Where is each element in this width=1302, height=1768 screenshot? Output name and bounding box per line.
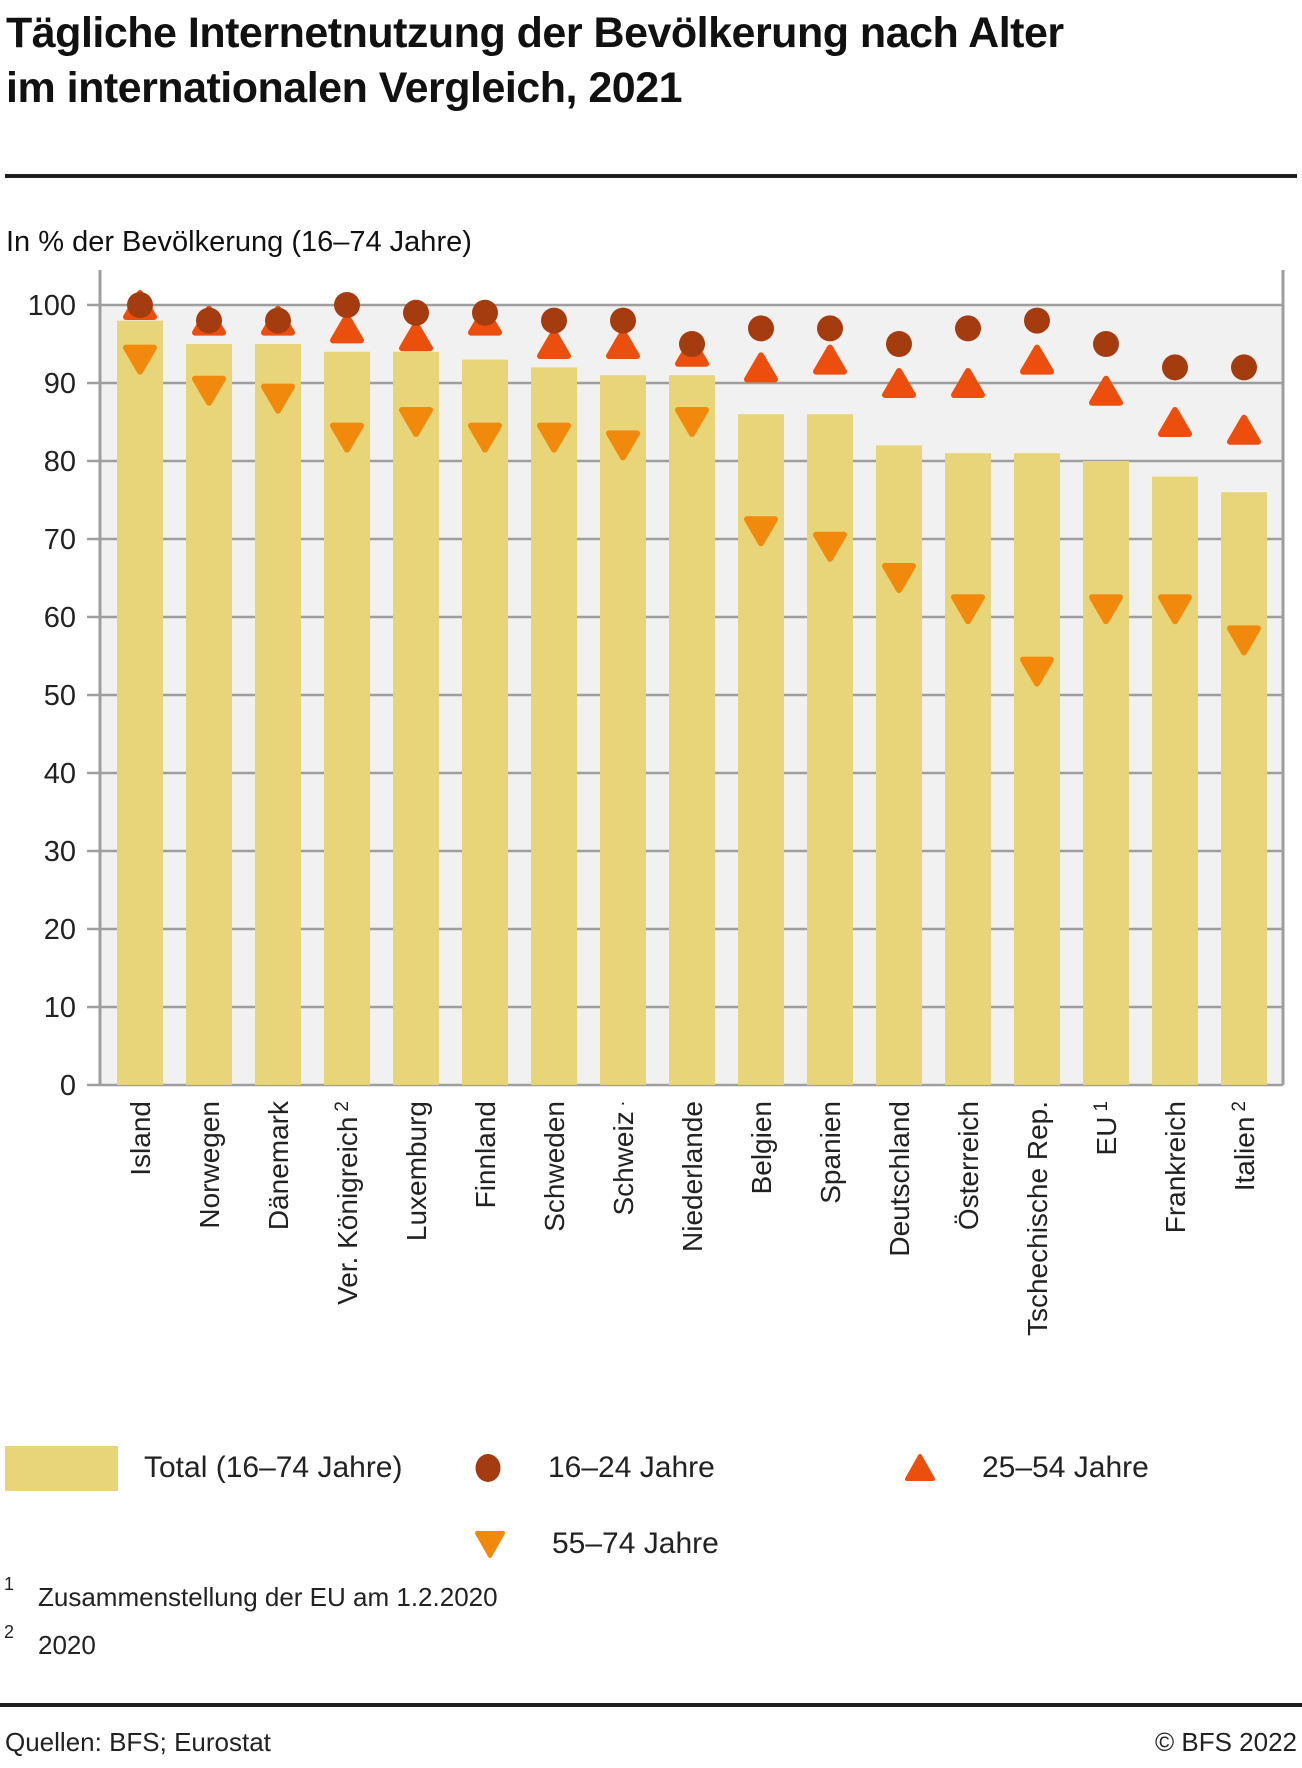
title-line-2: im internationalen Vergleich, 2021	[6, 64, 683, 113]
svg-text:Dänemark: Dänemark	[263, 1100, 294, 1230]
svg-text:100: 100	[28, 290, 76, 322]
svg-text:EU1: EU1	[1091, 1101, 1122, 1155]
title-line-1: Tägliche Internetnutzung der Bevölkerung…	[6, 9, 1064, 57]
svg-text:Island: Island	[125, 1101, 156, 1176]
svg-text:Ver. Königreich2: Ver. Königreich2	[332, 1101, 363, 1305]
svg-text:Deutschland: Deutschland	[884, 1101, 915, 1257]
svg-text:Norwegen: Norwegen	[194, 1101, 225, 1229]
svg-text:60: 60	[44, 602, 76, 634]
bar-chart: 0 10 20 30 40 50 60 70 80 90 100 Island Norwegen Däne…	[28, 270, 1285, 1336]
footnote-1-marker: 1	[4, 1574, 15, 1594]
svg-text:40: 40	[44, 758, 76, 790]
svg-text:10: 10	[44, 992, 76, 1024]
svg-text:30: 30	[44, 836, 76, 868]
svg-text:70: 70	[44, 524, 76, 556]
svg-text:Schweiz.: Schweiz.	[608, 1101, 639, 1216]
svg-text:Luxemburg: Luxemburg	[401, 1101, 432, 1241]
footnote-1-text: Zusammenstellung der EU am 1.2.2020	[38, 1582, 498, 1612]
legend-item-25-54: 25–54 Jahre	[904, 1443, 1149, 1493]
footnote-2-text: 2020	[38, 1630, 96, 1660]
legend-item-55-74: 55–74 Jahre	[474, 1519, 719, 1569]
footer-divider	[0, 1703, 1302, 1707]
source-text: Quellen: BFS; Eurostat	[5, 1727, 271, 1757]
svg-text:20: 20	[44, 914, 76, 946]
svg-text:50: 50	[44, 680, 76, 712]
svg-text:Schweden: Schweden	[539, 1101, 570, 1232]
svg-text:Niederlande: Niederlande	[677, 1101, 708, 1252]
svg-text:Spanien: Spanien	[815, 1101, 846, 1204]
svg-text:Finnland: Finnland	[470, 1101, 501, 1208]
svg-text:Frankreich: Frankreich	[1160, 1101, 1191, 1233]
svg-text:Österreich: Österreich	[953, 1101, 984, 1230]
footer: Quellen: BFS; Eurostat © BFS 2022	[5, 1727, 1297, 1758]
page-title: Tägliche Internetnutzung der Bevölkerung…	[6, 6, 1296, 116]
circle-marker-icon	[475, 1454, 501, 1482]
copyright-text: © BFS 2022	[1154, 1727, 1297, 1757]
svg-text:Tschechische Rep.: Tschechische Rep.	[1022, 1101, 1053, 1336]
title-divider	[5, 174, 1297, 178]
svg-text:Belgien: Belgien	[746, 1101, 777, 1194]
legend-label-total: Total (16–74 Jahre)	[144, 1451, 403, 1484]
triangle-up-marker-icon	[905, 1454, 935, 1481]
triangle-down-marker-icon	[475, 1531, 505, 1558]
legend-item-16-24: 16–24 Jahre	[474, 1443, 715, 1493]
svg-text:80: 80	[44, 446, 76, 478]
footnote-2-marker: 2	[4, 1622, 15, 1642]
legend-item-total: Total (16–74 Jahre)	[5, 1443, 403, 1493]
legend-label-55-74: 55–74 Jahre	[552, 1527, 719, 1560]
legend-label-25-54: 25–54 Jahre	[982, 1451, 1149, 1484]
svg-text:Italien2: Italien2	[1229, 1101, 1260, 1191]
chart-subtitle: In % der Bevölkerung (16–74 Jahre)	[6, 226, 472, 258]
legend-label-16-24: 16–24 Jahre	[548, 1451, 715, 1484]
svg-text:0: 0	[60, 1070, 76, 1102]
svg-text:90: 90	[44, 368, 76, 400]
total-bar-swatch	[5, 1445, 118, 1491]
